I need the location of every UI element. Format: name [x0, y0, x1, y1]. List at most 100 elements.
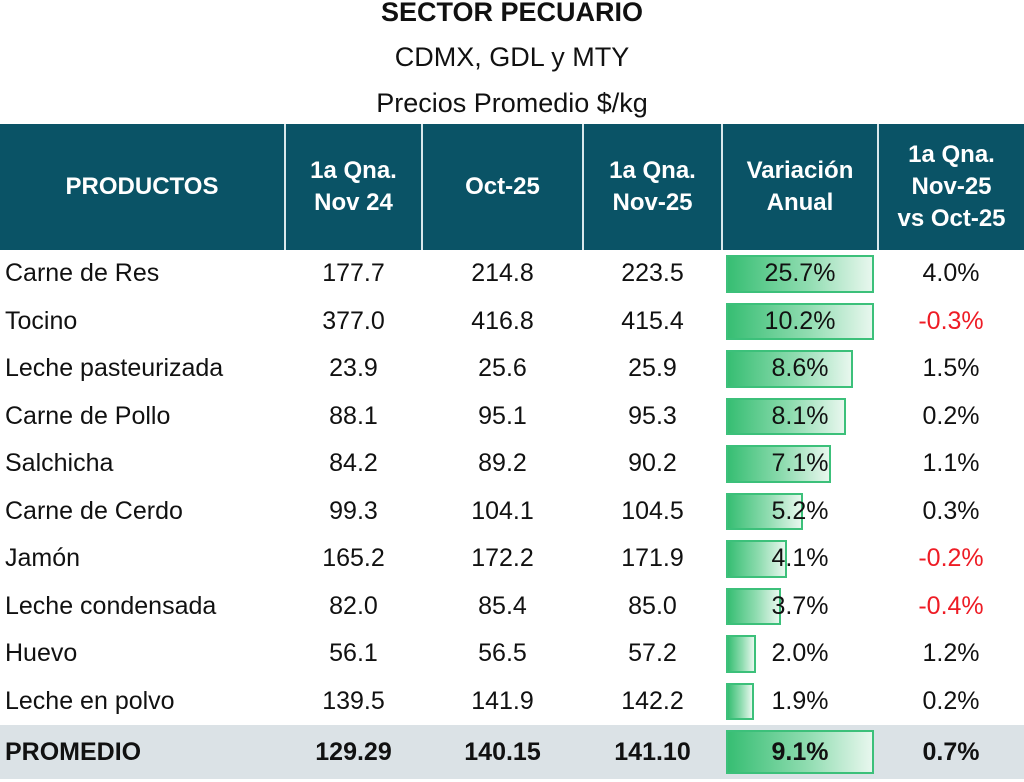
table-row: Leche en polvo 139.5 141.9 142.2 1.9% 0.2%: [0, 678, 1024, 726]
variation-vs-oct: -0.3%: [918, 306, 984, 335]
annual-variation: 8.6%: [722, 345, 878, 393]
data-label: 10.2%: [764, 306, 836, 335]
price-nov24: 99.3: [329, 496, 378, 525]
table-row: Carne de Res 177.7 214.8 223.5 25.7% 4.0%: [0, 250, 1024, 298]
product-name: Carne de Res: [5, 259, 160, 288]
table-title: SECTOR PECUARIO: [380, 0, 644, 27]
price-nov25: 415.4: [621, 306, 684, 335]
annual-variation: 2.0%: [722, 630, 878, 678]
price-nov24: 84.2: [329, 449, 378, 478]
data-bar: [726, 635, 756, 673]
price-nov24: 82.0: [329, 591, 378, 620]
price-nov25: 90.2: [628, 449, 677, 478]
table-row: Jamón 165.2 172.2 171.9 4.1% -0.2%: [0, 535, 1024, 583]
data-label: 1.9%: [771, 686, 829, 715]
annual-variation: 4.1%: [722, 535, 878, 583]
data-bar: [726, 255, 874, 293]
variation-vs-oct: 0.2%: [922, 686, 980, 715]
annual-variation: 1.9%: [722, 678, 878, 726]
product-name: Leche en polvo: [5, 686, 175, 715]
price-nov25: 104.5: [621, 496, 684, 525]
annual-variation: 9.1%: [722, 725, 878, 779]
annual-variation: 10.2%: [722, 298, 878, 346]
data-bar: [726, 587, 781, 625]
data-label: 5.2%: [771, 496, 829, 525]
variation-vs-oct: 0.7%: [878, 725, 1024, 779]
column-header: Oct-25: [421, 124, 583, 250]
variation-vs-oct: -0.4%: [918, 591, 984, 620]
data-bar: [726, 730, 874, 774]
price-oct25: 214.8: [471, 259, 534, 288]
price-nov25: 85.0: [628, 591, 677, 620]
annual-variation: 5.2%: [722, 488, 878, 536]
price-nov24: 377.0: [322, 306, 385, 335]
price-nov25: 57.2: [628, 639, 677, 668]
column-header: 1a Qna. Nov-25 vs Oct-25: [877, 124, 1024, 250]
price-oct25: 89.2: [478, 449, 527, 478]
variation-vs-oct: 1.1%: [922, 449, 980, 478]
variation-vs-oct: -0.2%: [918, 544, 984, 573]
data-label: 2.0%: [771, 639, 829, 668]
table-row: Tocino 377.0 416.8 415.4 10.2% -0.3%: [0, 298, 1024, 346]
price-oct25: 140.15: [422, 725, 583, 779]
price-table: PRODUCTOS 1a Qna. Nov 24 Oct-25 1a Qna. Nov…: [0, 124, 1024, 779]
price-nov24: 23.9: [329, 354, 378, 383]
price-oct25: 56.5: [478, 639, 527, 668]
data-bar: [726, 682, 755, 720]
price-oct25: 95.1: [478, 401, 527, 430]
data-bar: [726, 302, 874, 340]
product-name: PROMEDIO: [0, 725, 285, 779]
price-nov24: 165.2: [322, 544, 385, 573]
price-oct25: 416.8: [471, 306, 534, 335]
column-header: PRODUCTOS: [0, 124, 285, 250]
variation-vs-oct: 1.5%: [922, 354, 980, 383]
data-label: 9.1%: [771, 737, 829, 766]
product-name: Tocino: [5, 306, 78, 335]
table-row: Leche condensada 82.0 85.4 85.0 3.7% -0.4%: [0, 583, 1024, 631]
table-row: Leche pasteurizada 23.9 25.6 25.9 8.6% 1.5%: [0, 345, 1024, 393]
price-nov25: 142.2: [621, 686, 684, 715]
average-row: PROMEDIO 129.29 140.15 141.10 9.1% 0.7%: [0, 725, 1024, 779]
price-oct25: 141.9: [471, 686, 534, 715]
product-name: Carne de Pollo: [5, 401, 171, 430]
data-label: 3.7%: [771, 591, 829, 620]
annual-variation: 8.1%: [722, 393, 878, 441]
product-name: Jamón: [5, 544, 81, 573]
table-subtitle: CDMX, GDL y MTY: [394, 42, 630, 72]
variation-vs-oct: 0.3%: [922, 496, 980, 525]
annual-variation: 25.7%: [722, 250, 878, 298]
data-label: 8.6%: [771, 354, 829, 383]
price-nov24: 88.1: [329, 401, 378, 430]
price-nov24: 177.7: [322, 259, 385, 288]
product-name: Carne de Cerdo: [5, 496, 183, 525]
column-header: 1a Qna. Nov 24: [284, 124, 422, 250]
data-bar: [726, 540, 787, 578]
data-label: 7.1%: [771, 449, 829, 478]
price-oct25: 172.2: [471, 544, 534, 573]
table-row: Huevo 56.1 56.5 57.2 2.0% 1.2%: [0, 630, 1024, 678]
table-units: Precios Promedio $/kg: [376, 88, 648, 118]
variation-vs-oct: 1.2%: [922, 639, 980, 668]
product-name: Leche pasteurizada: [5, 354, 224, 383]
data-label: 25.7%: [764, 259, 836, 288]
data-bar: [726, 492, 803, 530]
annual-variation: 7.1%: [722, 440, 878, 488]
price-oct25: 85.4: [478, 591, 527, 620]
price-nov24: 139.5: [322, 686, 385, 715]
data-label: 4.1%: [771, 544, 829, 573]
variation-vs-oct: 0.2%: [922, 401, 980, 430]
price-oct25: 104.1: [471, 496, 534, 525]
price-nov25: 95.3: [628, 401, 677, 430]
data-label: 8.1%: [771, 401, 829, 430]
price-nov25: 223.5: [621, 259, 684, 288]
price-nov25: 25.9: [628, 354, 677, 383]
column-header: 1a Qna. Nov-25: [582, 124, 722, 250]
table-row: Carne de Pollo 88.1 95.1 95.3 8.1% 0.2%: [0, 393, 1024, 441]
price-nov24: 129.29: [285, 725, 422, 779]
data-bar: [726, 397, 846, 435]
price-oct25: 25.6: [478, 354, 527, 383]
table-row: Carne de Cerdo 99.3 104.1 104.5 5.2% 0.3%: [0, 488, 1024, 536]
data-bar: [726, 445, 832, 483]
product-name: Leche condensada: [5, 591, 217, 620]
data-bar: [726, 350, 854, 388]
